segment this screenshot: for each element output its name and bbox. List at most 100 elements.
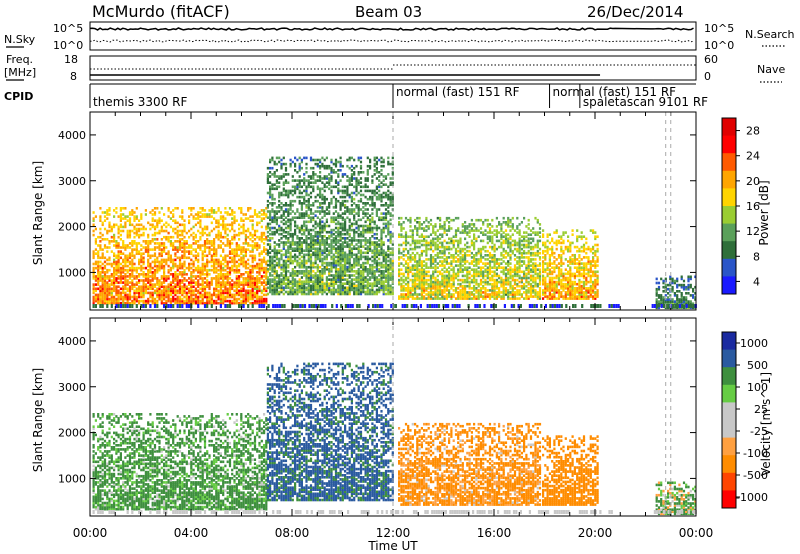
echo-cell — [215, 293, 218, 297]
echo-cell — [169, 287, 172, 291]
echo-cell — [178, 291, 182, 295]
echo-cell — [222, 277, 225, 280]
echo-cell — [344, 286, 347, 290]
echo-cell — [296, 241, 299, 244]
echo-cell — [269, 175, 272, 178]
echo-cell — [117, 289, 120, 293]
echo-cell — [266, 173, 269, 176]
echo-cell — [94, 240, 97, 243]
echo-cell — [142, 289, 145, 293]
echo-cell — [291, 284, 294, 288]
echo-cell — [149, 285, 152, 288]
echo-cell — [242, 273, 245, 276]
echo-cell — [142, 273, 145, 276]
echo-cell — [185, 287, 188, 291]
echo-cell — [287, 249, 290, 252]
echo-cell — [138, 235, 141, 239]
echo-cell — [190, 266, 193, 270]
echo-cell — [167, 254, 170, 258]
echo-cell — [280, 249, 283, 252]
echo-cell — [429, 254, 433, 257]
echo-cell — [314, 239, 317, 242]
echo-cell — [330, 179, 333, 182]
echo-cell — [138, 223, 141, 227]
echo-cell — [414, 297, 417, 300]
echo-cell — [201, 279, 204, 282]
echo-cell — [346, 245, 349, 248]
echo-cell — [238, 254, 241, 258]
echo-cell — [128, 256, 132, 260]
echo-cell — [284, 278, 288, 281]
echo-cell — [260, 252, 263, 255]
echo-cell — [457, 264, 460, 267]
echo-cell — [251, 264, 254, 268]
echo-cell — [461, 268, 464, 271]
echo-cell — [217, 293, 220, 297]
echo-cell — [244, 293, 247, 297]
echo-cell — [140, 285, 143, 288]
echo-cell — [266, 224, 269, 228]
echo-cell — [287, 232, 290, 236]
echo-cell — [251, 244, 254, 247]
echo-cell — [284, 290, 288, 294]
echo-cell — [289, 208, 292, 211]
echo-cell — [256, 235, 259, 239]
echo-cell — [160, 227, 163, 231]
echo-cell — [398, 262, 401, 265]
echo-cell — [287, 218, 290, 222]
echo-cell — [319, 226, 322, 230]
echo-cell — [387, 173, 390, 176]
echo-cell — [138, 285, 141, 288]
echo-cell — [260, 258, 263, 262]
echo-cell — [289, 253, 292, 257]
echo-cell — [278, 175, 281, 178]
echo-cell — [122, 266, 125, 270]
echo-cell — [213, 301, 216, 305]
echo-cell — [432, 256, 435, 259]
echo-cell — [271, 261, 274, 265]
echo-cell — [450, 293, 453, 296]
echo-cell — [163, 271, 166, 274]
echo-cell — [319, 247, 322, 250]
echo-cell — [275, 286, 278, 290]
echo-cell — [265, 299, 268, 303]
echo-cell — [258, 264, 261, 268]
echo-cell — [115, 277, 118, 280]
echo-cell — [224, 207, 227, 210]
echo-cell — [260, 235, 263, 239]
echo-cell — [117, 299, 120, 303]
echo-cell — [228, 246, 232, 249]
echo-cell — [190, 289, 193, 293]
echo-cell — [291, 239, 294, 242]
echo-cell — [339, 282, 342, 285]
echo-cell — [291, 175, 294, 178]
echo-cell — [158, 219, 161, 222]
echo-cell — [321, 288, 324, 292]
echo-cell — [238, 248, 241, 251]
echo-cell — [391, 259, 394, 263]
echo-cell — [231, 256, 234, 260]
echo-cell — [142, 227, 145, 231]
echo-cell — [256, 279, 259, 282]
echo-cell — [271, 226, 274, 230]
echo-cell — [253, 281, 257, 284]
echo-cell — [226, 275, 229, 278]
echo-cell — [339, 214, 342, 217]
echo-cell — [454, 256, 458, 259]
echo-cell — [135, 227, 138, 231]
echo-cell — [330, 218, 333, 222]
echo-cell — [341, 284, 344, 288]
echo-cell — [244, 248, 247, 251]
echo-cell — [194, 289, 197, 293]
echo-cell — [217, 264, 220, 268]
echo-cell — [217, 277, 220, 280]
echo-cell — [275, 218, 278, 222]
echo-cell — [378, 268, 381, 271]
echo-cell — [147, 299, 150, 303]
echo-cell — [142, 285, 145, 288]
freq-traces — [90, 64, 696, 76]
echo-cell — [275, 175, 278, 178]
echo-cell — [266, 253, 269, 257]
echo-cell — [147, 281, 150, 284]
echo-cell — [217, 238, 220, 241]
